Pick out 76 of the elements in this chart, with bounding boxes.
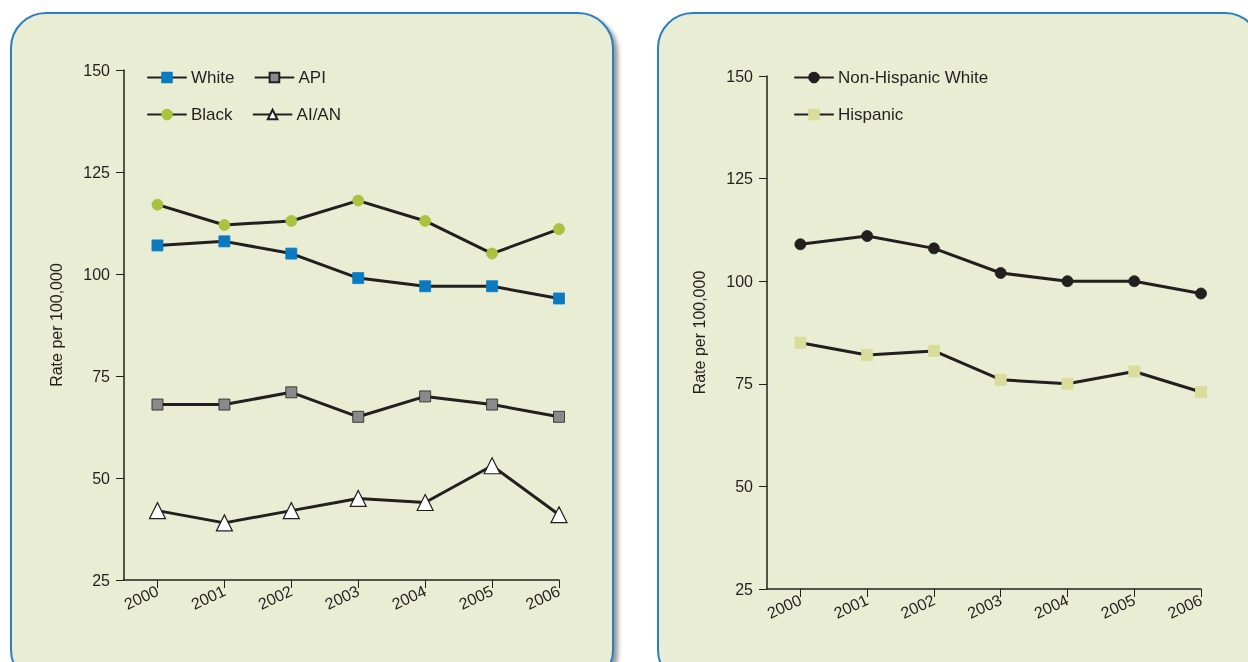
point [553,410,565,423]
point [486,280,498,293]
point [352,272,365,284]
x-tick-label: 2001 [188,582,229,613]
x-tick-label: 2005 [1098,591,1138,622]
point [218,398,231,411]
point [285,247,298,260]
point [794,238,807,251]
y-tick-label: 75 [735,375,754,393]
y-tick-label: 25 [92,571,111,589]
point [148,502,167,520]
legend-label: White [191,68,235,87]
point [419,390,432,403]
y-tick-label: 150 [83,61,111,79]
y-tick-label: 100 [83,265,111,283]
point [416,493,434,512]
legend-label: Non-Hispanic White [838,68,989,87]
point [1128,365,1141,378]
y-tick-label: 25 [735,580,754,598]
point [994,267,1007,279]
point [553,292,565,305]
x-tick-label: 2004 [389,582,429,613]
x-tick-label: 2001 [831,591,871,622]
y-tick-label: 125 [726,170,754,188]
y-axis-title: Rate per 100,000 [47,263,65,387]
legend-label: Black [191,105,234,124]
point [151,198,164,211]
point [352,410,365,423]
x-tick-label: 2000 [764,591,805,622]
point [218,235,231,248]
point [151,239,164,252]
y-axis-title: Rate per 100,000 [690,270,708,395]
point [486,247,498,260]
x-tick-label: 2003 [322,582,362,613]
point [1061,377,1074,390]
x-tick-label: 2003 [964,591,1005,622]
point [550,506,568,524]
y-tick-label: 50 [92,469,111,487]
point [349,489,367,507]
point [215,514,233,532]
point [483,457,501,475]
point [419,215,432,227]
point [861,349,874,361]
point [285,386,298,399]
point [1195,386,1207,398]
x-tick-label: 2004 [1031,591,1072,622]
y-tick-label: 150 [726,67,754,85]
legend-label: Hispanic [838,105,904,124]
legend-label: AI/AN [296,105,341,124]
x-tick-label: 2002 [898,591,938,622]
point [285,215,298,227]
point [1195,287,1207,300]
point [794,336,807,349]
point [1128,275,1141,288]
point [1061,275,1074,288]
legend-label: API [298,68,326,87]
point [928,242,940,255]
x-tick-label: 2002 [255,582,295,613]
x-tick-label: 2006 [523,582,563,613]
x-tick-label: 2006 [1165,591,1205,622]
point [928,345,940,357]
point [486,398,498,411]
point [151,398,164,411]
y-tick-label: 50 [735,477,754,495]
point [218,219,231,231]
y-tick-label: 75 [92,367,111,385]
point [352,194,365,207]
point [282,502,300,520]
point [553,223,565,236]
point [419,280,432,293]
point [994,373,1007,386]
y-tick-label: 125 [83,163,111,181]
x-tick-label: 2000 [121,582,162,613]
point [861,230,874,242]
x-tick-label: 2005 [456,582,496,613]
y-tick-label: 100 [726,272,754,290]
